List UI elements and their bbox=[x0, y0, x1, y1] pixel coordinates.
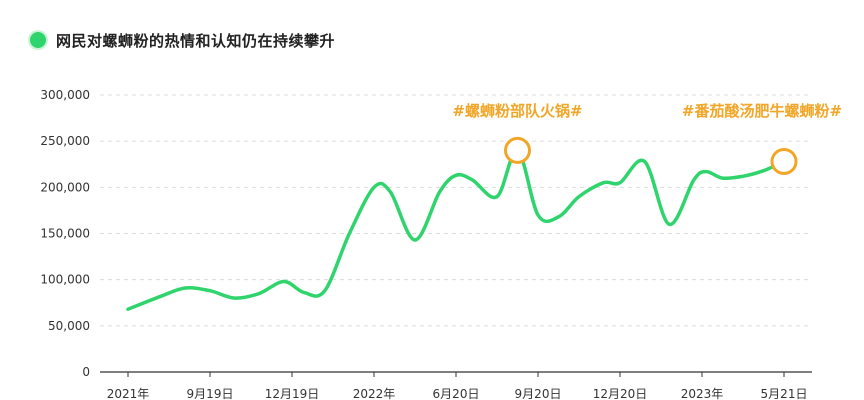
x-tick-label: 12月19日 bbox=[265, 387, 320, 400]
series-legend-dot bbox=[30, 32, 46, 48]
chart-header: 网民对螺蛳粉的热情和认知仍在持续攀升 bbox=[30, 27, 335, 53]
series-group bbox=[126, 148, 786, 311]
highlight-marker bbox=[770, 147, 798, 175]
y-tick-label: 50,000 bbox=[48, 319, 90, 333]
y-tick-label: 100,000 bbox=[40, 273, 90, 287]
x-tick-label: 2023年 bbox=[681, 387, 724, 400]
y-tick-label: 300,000 bbox=[40, 88, 90, 102]
x-tick-label: 6月20日 bbox=[433, 387, 480, 400]
x-tick-label: 2021年 bbox=[107, 387, 150, 400]
y-tick-label: 200,000 bbox=[40, 180, 90, 194]
highlight-marker bbox=[504, 136, 531, 164]
y-tick-label: 150,000 bbox=[40, 227, 90, 241]
series-line bbox=[126, 148, 786, 311]
annotation-label: #螺蛳粉部队火锅# bbox=[452, 102, 582, 120]
grid-lines bbox=[100, 94, 812, 373]
x-tick-label: 9月19日 bbox=[187, 387, 234, 400]
y-tick-label: 250,000 bbox=[40, 134, 90, 148]
annotation-label: #番茄酸汤肥牛螺蛳粉# bbox=[682, 102, 842, 120]
x-axis: 2021年 9月19日 12月19日 2022年 6月20日 9月20日 12月20日 202… bbox=[107, 372, 808, 400]
y-tick-label: 0 bbox=[82, 365, 90, 379]
y-axis: 0 50,000 100,000 150,000 200,000 250,000 300,0… bbox=[40, 88, 90, 379]
x-tick-label: 9月20日 bbox=[515, 387, 562, 400]
x-tick-label: 12月20日 bbox=[593, 387, 648, 400]
chart-title: 网民对螺蛳粉的热情和认知仍在持续攀升 bbox=[56, 31, 336, 50]
x-tick-label: 2022年 bbox=[353, 387, 396, 400]
annotations: #螺蛳粉部队火锅# #番茄酸汤肥牛螺蛳粉# bbox=[452, 102, 842, 175]
x-tick-label: 5月21日 bbox=[761, 387, 808, 400]
